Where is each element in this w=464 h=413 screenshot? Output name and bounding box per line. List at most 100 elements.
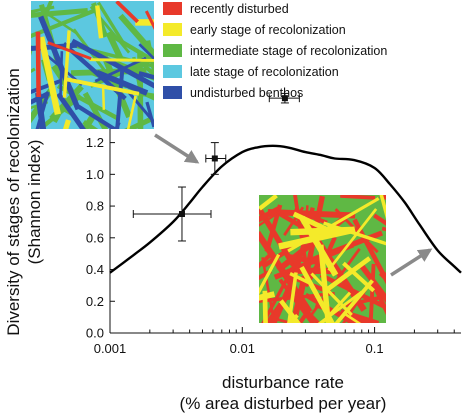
inset-stroke [82, 91, 109, 129]
data-point [132, 186, 212, 242]
legend-swatch [163, 65, 182, 78]
inset-stroke [368, 263, 376, 323]
legend-swatch [163, 2, 182, 15]
inset-stroke [89, 58, 154, 62]
inset-stroke [369, 278, 386, 315]
inset-stroke [262, 290, 268, 323]
legend-swatch [163, 23, 182, 36]
inset-stroke [38, 36, 61, 115]
point-marker [211, 155, 218, 162]
inset-stroke [82, 120, 99, 129]
inset-stroke [310, 272, 353, 317]
x-axis-title-line1: disturbance rate [222, 373, 344, 392]
point-marker [281, 95, 288, 102]
data-point [268, 92, 300, 104]
legend-label: undisturbed benthos [190, 86, 303, 100]
inset-stroke [318, 244, 331, 323]
inset-stroke [35, 91, 50, 129]
y-tick-label: 1.2 [86, 135, 104, 150]
inset-stroke [138, 43, 154, 61]
inset-stroke [100, 53, 132, 119]
data-point [205, 142, 227, 175]
inset-stroke [356, 319, 369, 323]
y-tick-label: 0.0 [86, 326, 104, 341]
inset-stroke [126, 95, 137, 129]
inset-stroke [259, 269, 272, 281]
legend-label: recently disturbed [190, 2, 289, 16]
inset-arrow [154, 133, 200, 164]
inset-stroke [31, 78, 62, 95]
inset-stroke [31, 5, 55, 14]
inset-stroke [334, 279, 374, 323]
axes: 0.0 0.2 0.4 0.6 0.8 1.0 1.2 0.001 0.01 0.1 [86, 90, 461, 356]
inset-stroke [31, 91, 50, 105]
legend-label: early stage of recolonization [190, 23, 346, 37]
inset-stroke [76, 104, 119, 129]
inset-stroke [110, 33, 154, 64]
x-tick-label: 0.001 [94, 341, 127, 356]
legend-swatch [163, 86, 182, 99]
inset-stroke [114, 121, 121, 129]
x-axis-title-line2: (% area disturbed per year) [180, 394, 387, 413]
inset-stroke [66, 77, 140, 96]
insets-layer [31, 1, 433, 323]
x-tick-label: 0.1 [366, 341, 384, 356]
inset-stroke [299, 215, 339, 277]
legend-label: intermediate stage of recolonization [190, 44, 387, 58]
inset-stroke [378, 270, 386, 282]
points-layer [132, 92, 300, 242]
inset-stroke [323, 221, 386, 246]
inset-stroke [31, 87, 55, 124]
inset-stroke [259, 253, 281, 295]
inset-stroke [259, 210, 282, 227]
inset-stroke [343, 312, 362, 323]
inset-stroke [56, 92, 86, 129]
inset-stroke [287, 272, 298, 323]
inset-stroke [115, 66, 125, 129]
y-axis-title-line2: (Shannon index) [25, 140, 44, 265]
inset-stroke [379, 195, 386, 200]
inset-stroke [270, 283, 294, 323]
inset-stroke [372, 213, 386, 226]
inset-stroke [340, 195, 376, 200]
inset-stroke [96, 1, 126, 46]
low-disturbance-map [31, 1, 154, 129]
y-tick-label: 1.0 [86, 167, 104, 182]
y-tick-label: 0.6 [86, 230, 104, 245]
y-axis-title-line1: Diversity of stages of recolonization [4, 68, 23, 335]
inset-stroke [38, 15, 81, 111]
high-disturbance-map [259, 195, 386, 323]
inset-stroke [35, 92, 47, 129]
inset-stroke [144, 10, 154, 31]
inset-strokes [31, 1, 154, 129]
inset-stroke [105, 31, 123, 59]
inset-stroke [379, 195, 386, 220]
inset-stroke [95, 5, 104, 39]
inset-arrow [390, 248, 433, 277]
inset-stroke [101, 84, 106, 110]
legend: recently disturbed early stage of recolon… [163, 2, 387, 100]
y-tick-label: 0.4 [86, 262, 104, 277]
inset-stroke [261, 257, 276, 323]
legend-label: late stage of recolonization [190, 65, 339, 79]
y-tick-label: 0.8 [86, 199, 104, 214]
legend-swatch [163, 44, 182, 57]
inset-strokes [259, 195, 386, 323]
inset-stroke [81, 112, 97, 129]
inset-stroke [352, 218, 386, 285]
y-tick-label: 0.2 [86, 294, 104, 309]
inset-stroke [259, 195, 278, 211]
inset-stroke [136, 58, 154, 78]
inset-stroke [138, 71, 154, 80]
inset-stroke [278, 278, 315, 323]
inset-stroke [327, 208, 378, 271]
x-tick-label: 0.01 [230, 341, 255, 356]
inset-stroke [94, 56, 147, 83]
inset-stroke [35, 31, 41, 98]
inset-stroke [31, 7, 88, 18]
inset-stroke [71, 38, 154, 89]
point-marker [178, 211, 185, 217]
inset-stroke [62, 119, 71, 129]
inset-stroke [322, 256, 372, 294]
